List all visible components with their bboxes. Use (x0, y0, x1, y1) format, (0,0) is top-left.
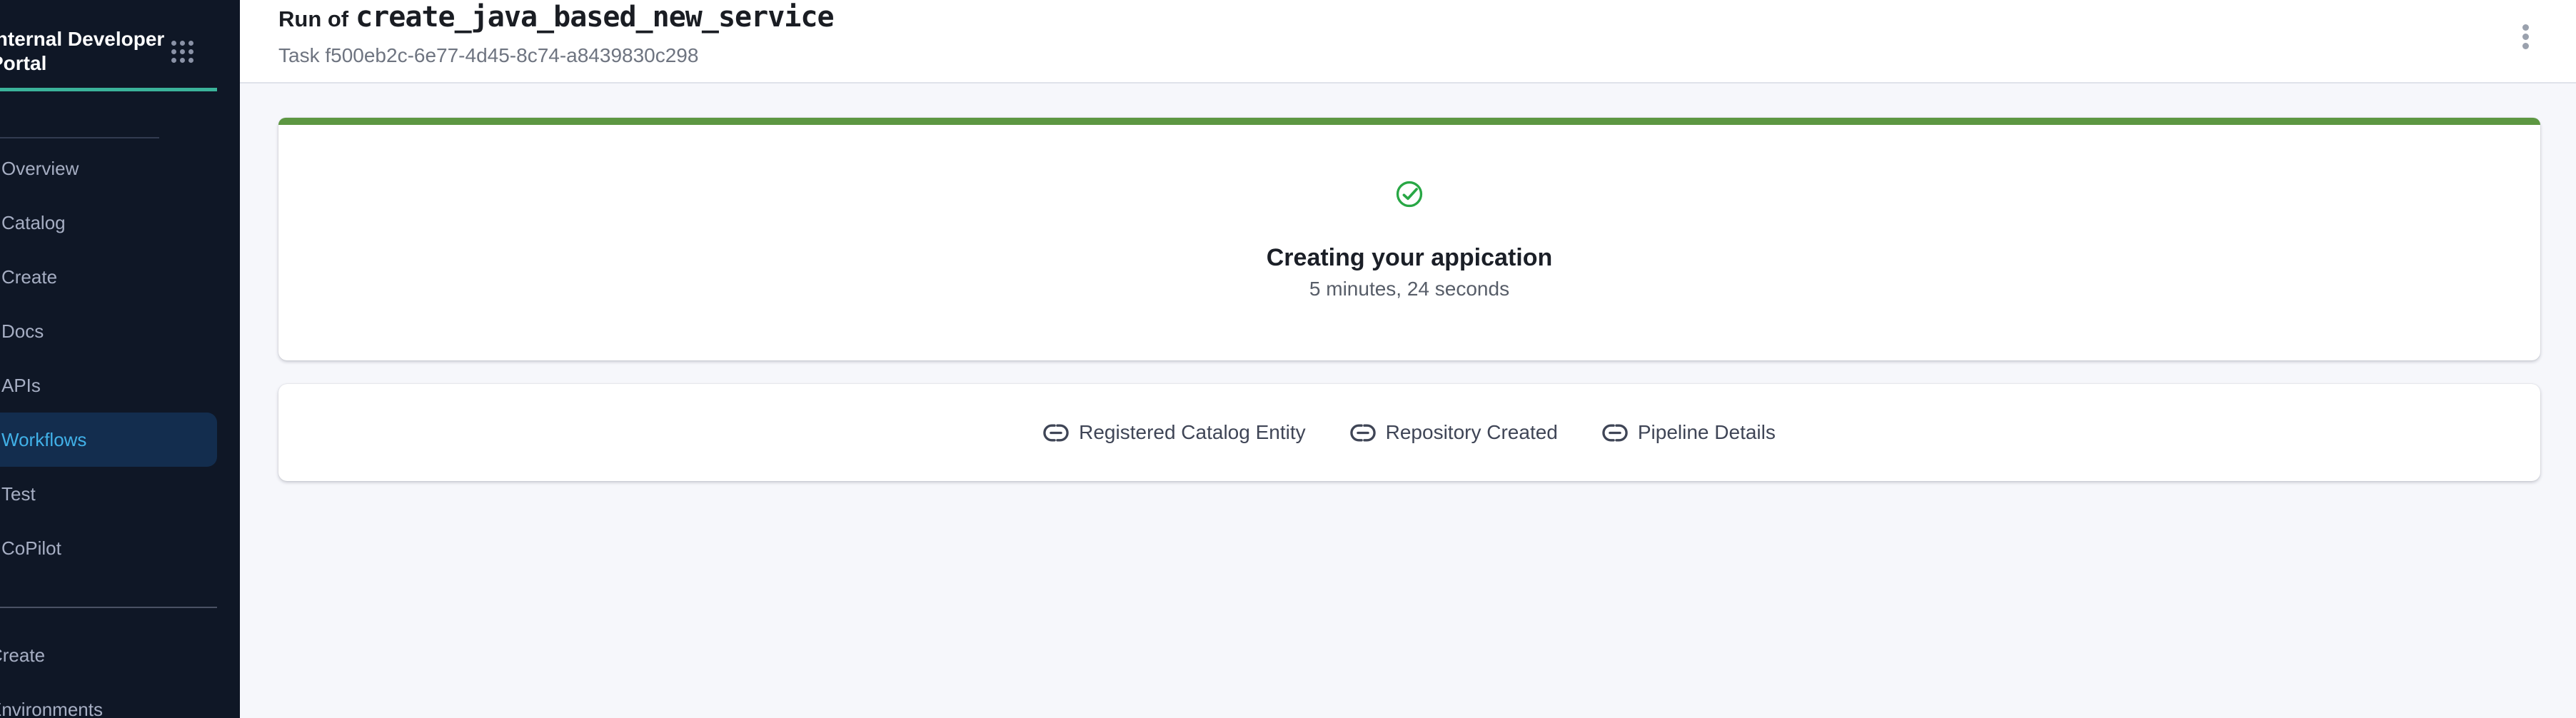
task-id-subtitle: Task f500eb2c-6e77-4d45-8c74-a8439830c29… (278, 44, 699, 66)
page-content: Creating your appication 5 minutes, 24 s… (240, 84, 2576, 481)
link-icon (1349, 424, 1376, 441)
task-links-card: Registered Catalog Entity Repository Cre… (278, 384, 2540, 481)
link-icon (1602, 424, 1628, 441)
sidebar: Internal Developer Portal Overview Catal… (0, 0, 240, 718)
sidebar-header: Internal Developer Portal (0, 0, 240, 138)
sidebar-item-docs[interactable]: Docs (1, 320, 44, 342)
sidebar-bottom-section: Create Environments (0, 607, 240, 718)
link-repository-created[interactable]: Repository Created (1349, 421, 1558, 444)
sidebar-item-overview[interactable]: Overview (1, 157, 79, 179)
sidebar-item-create-bottom[interactable]: Create (0, 644, 46, 666)
sidebar-item-environments[interactable]: Environments (0, 698, 103, 718)
sidebar-divider (0, 137, 159, 138)
kebab-menu-icon[interactable] (2520, 21, 2532, 52)
page-title-template-name: create_java_based_new_service (356, 1, 834, 34)
sidebar-nav: Overview Catalog Create Docs APIs Workfl… (0, 141, 240, 575)
link-icon (1043, 424, 1069, 441)
page-header: Run of create_java_based_new_service Task… (240, 0, 2576, 84)
status-message: Creating your appication (1266, 244, 1553, 271)
check-circle-icon (1396, 181, 1423, 208)
link-registered-catalog-entity[interactable]: Registered Catalog Entity (1043, 421, 1306, 444)
status-accent-bar (278, 118, 2540, 125)
link-pipeline-details[interactable]: Pipeline Details (1602, 421, 1776, 444)
sidebar-bottom-divider (0, 607, 217, 608)
grid-dots-icon[interactable] (171, 41, 193, 63)
sidebar-accent-line (0, 88, 217, 91)
status-duration: 5 minutes, 24 seconds (1309, 278, 1510, 300)
sidebar-item-copilot[interactable]: CoPilot (1, 537, 61, 559)
page-title: Run of create_java_based_new_service (278, 1, 835, 34)
sidebar-item-create[interactable]: Create (1, 266, 58, 288)
task-status-card: Creating your appication 5 minutes, 24 s… (278, 118, 2540, 360)
app-title: Internal Developer Portal (0, 28, 165, 74)
main-area: Run of create_java_based_new_service Task… (240, 0, 2576, 718)
sidebar-item-test[interactable]: Test (1, 482, 36, 505)
sidebar-item-apis[interactable]: APIs (1, 374, 41, 396)
sidebar-item-catalog[interactable]: Catalog (1, 211, 66, 233)
sidebar-item-workflows[interactable]: Workflows (0, 413, 217, 467)
